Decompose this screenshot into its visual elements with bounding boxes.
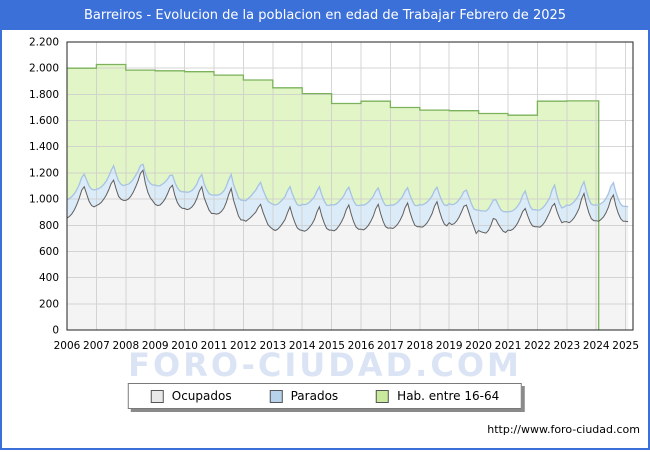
svg-text:2009: 2009	[142, 340, 169, 352]
ocupados-area	[67, 170, 629, 330]
svg-text:2024: 2024	[583, 340, 610, 352]
svg-text:2014: 2014	[289, 340, 316, 352]
svg-text:2023: 2023	[553, 340, 580, 352]
chart-title: Barreiros - Evolucion de la poblacion en…	[2, 2, 648, 30]
svg-text:600: 600	[39, 246, 59, 258]
svg-text:2018: 2018	[406, 340, 433, 352]
svg-text:2008: 2008	[112, 340, 139, 352]
svg-text:2011: 2011	[201, 340, 228, 352]
legend-label-hab-16-64: Hab. entre 16-64	[397, 389, 500, 403]
svg-text:800: 800	[39, 220, 59, 232]
legend-item-parados: Parados	[269, 389, 339, 403]
svg-text:2016: 2016	[348, 340, 375, 352]
svg-text:1.400: 1.400	[29, 141, 59, 153]
svg-text:400: 400	[39, 272, 59, 284]
svg-text:2007: 2007	[83, 340, 110, 352]
svg-text:2013: 2013	[259, 340, 286, 352]
hab-16-64-line	[67, 63, 600, 330]
svg-text:2025: 2025	[612, 340, 639, 352]
svg-text:2006: 2006	[54, 340, 81, 352]
hab-16-64-swatch-icon	[376, 389, 390, 403]
svg-text:2015: 2015	[318, 340, 345, 352]
y-axis-labels: 0 200 400 600 800 1.000 1.200 1.400 1.600 1.800 2.…	[29, 37, 59, 337]
svg-text:2020: 2020	[465, 340, 492, 352]
legend-label-parados: Parados	[290, 389, 339, 403]
plot-frame	[66, 41, 634, 331]
legend-label-ocupados: Ocupados	[171, 389, 232, 403]
ocupados-swatch-icon	[150, 389, 164, 403]
svg-text:200: 200	[39, 298, 59, 310]
svg-text:2021: 2021	[495, 340, 522, 352]
svg-text:1.200: 1.200	[29, 167, 59, 179]
foro-ciudad-watermark: FORO-CIUDAD.COM	[128, 346, 522, 384]
svg-text:2012: 2012	[230, 340, 257, 352]
x-axis-labels: 2006 2007 2008 2009 2010 2011 2012 2013 2014 2015…	[54, 340, 639, 352]
parados-swatch-icon	[269, 389, 283, 403]
svg-text:2.200: 2.200	[29, 37, 59, 49]
svg-text:2010: 2010	[171, 340, 198, 352]
site-url: http://www.foro-ciudad.com	[487, 423, 640, 436]
svg-text:0: 0	[52, 325, 59, 337]
ocupados-line	[66, 169, 629, 235]
svg-text:2017: 2017	[377, 340, 404, 352]
chart-legend: Ocupados Parados Hab. entre 16-64	[127, 383, 523, 409]
svg-text:1.800: 1.800	[29, 89, 59, 101]
svg-text:2.000: 2.000	[29, 63, 59, 75]
svg-text:2022: 2022	[524, 340, 551, 352]
svg-text:1.600: 1.600	[29, 115, 59, 127]
legend-item-hab-16-64: Hab. entre 16-64	[376, 389, 499, 403]
parados-line	[66, 163, 629, 213]
legend-item-ocupados: Ocupados	[150, 389, 232, 403]
svg-text:2019: 2019	[436, 340, 463, 352]
svg-text:1.000: 1.000	[29, 194, 59, 206]
